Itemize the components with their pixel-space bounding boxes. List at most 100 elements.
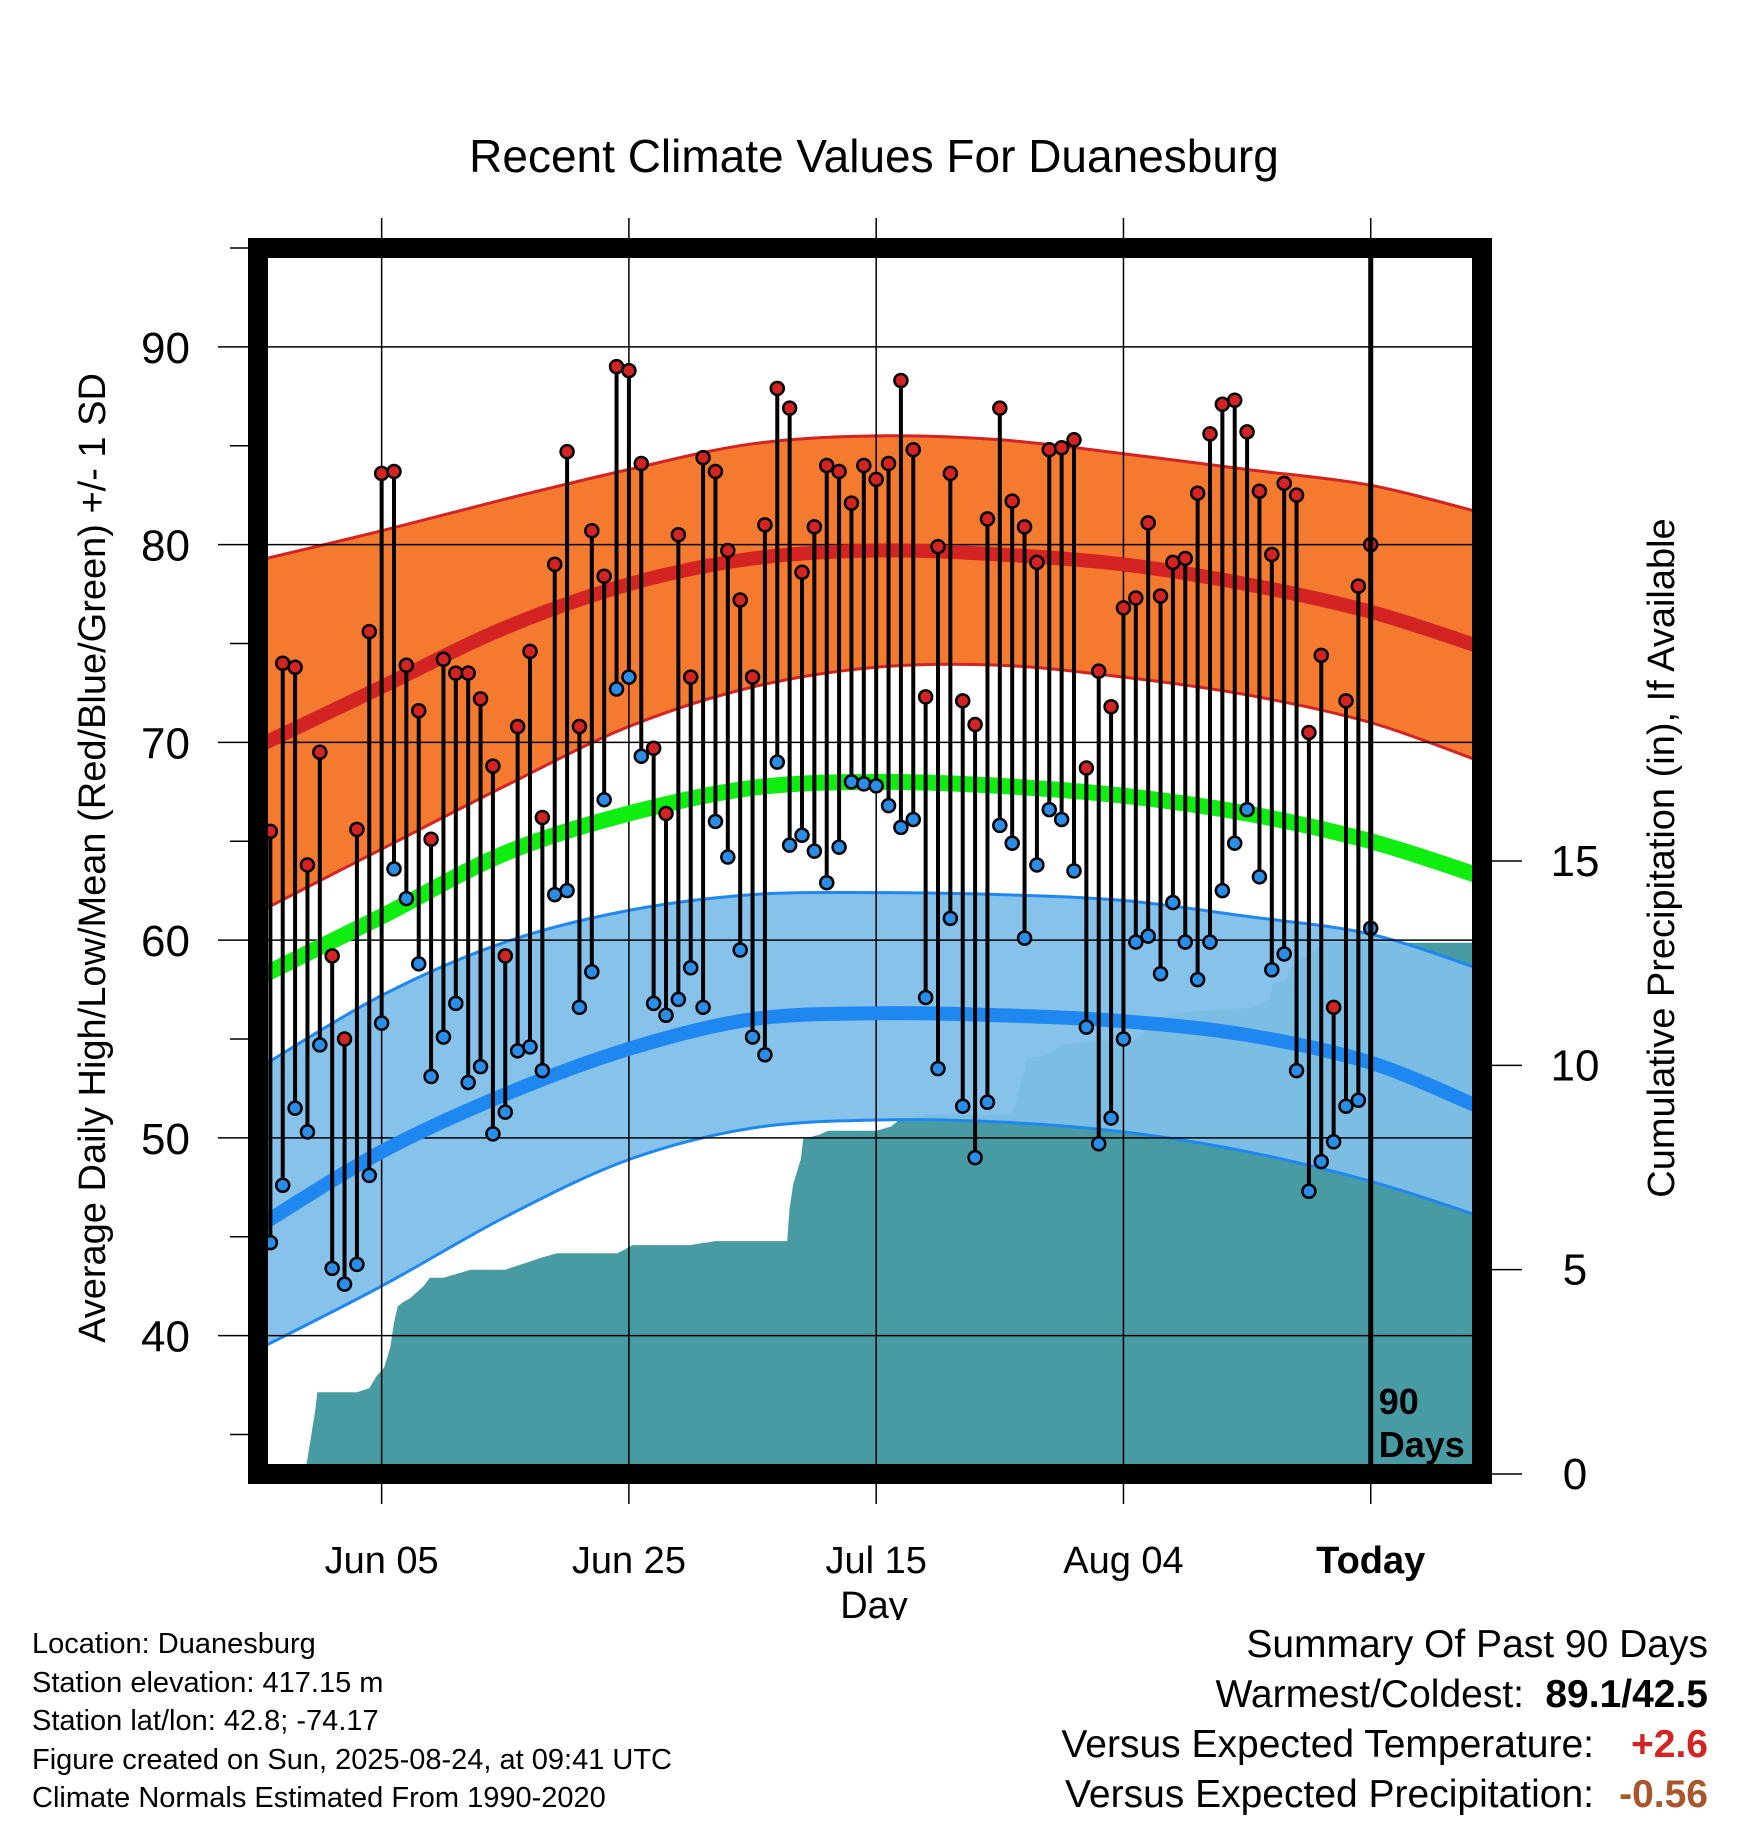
daily-high-point <box>794 564 810 581</box>
daily-low-point <box>546 886 563 903</box>
daily-low-point <box>386 861 402 877</box>
daily-low-point <box>1350 1092 1367 1109</box>
daily-high-point <box>349 821 365 838</box>
daily-high-point <box>781 400 798 416</box>
y-axis-label-right: Cumulative Precipitation (in), If Availa… <box>1641 518 1683 1197</box>
plot-frame <box>248 238 1492 1484</box>
daily-high-point <box>1276 475 1292 492</box>
created-text: Figure created on Sun, 2025-08-24, at 09… <box>32 1743 672 1776</box>
daily-low-point <box>992 817 1008 834</box>
daily-high-point <box>1202 426 1218 442</box>
daily-low-point <box>435 1029 452 1045</box>
daily-low-point <box>448 995 464 1012</box>
daily-low-point <box>1214 882 1231 899</box>
daily-low-point <box>1239 801 1255 818</box>
daily-low-point <box>658 1007 674 1023</box>
daily-low-point <box>1288 1062 1305 1079</box>
daily-low-point <box>509 1043 526 1059</box>
daily-low-point <box>349 1256 365 1273</box>
daily-high-point <box>497 948 514 964</box>
daily-high-point <box>1066 432 1082 448</box>
today-annotation-line1: 90 <box>1379 1381 1419 1422</box>
daily-high-point <box>1288 487 1305 503</box>
y2-tick-label: 5 <box>1563 1246 1587 1295</box>
daily-low-point <box>299 1124 316 1140</box>
daily-high-point <box>880 455 897 472</box>
daily-low-point <box>831 839 847 855</box>
daily-low-point <box>1226 835 1243 851</box>
climate-chart: Recent Climate Values For Duanesburg 90D… <box>72 130 1683 1620</box>
daily-high-point <box>967 716 983 733</box>
daily-low-point <box>1029 857 1045 873</box>
daily-low-point <box>312 1037 328 1053</box>
daily-high-point <box>695 449 711 466</box>
daily-high-point <box>942 465 959 482</box>
daily-high-point <box>1090 663 1107 679</box>
daily-low-point <box>584 963 600 980</box>
daily-low-point <box>732 942 748 958</box>
daily-high-point <box>534 809 551 826</box>
y-tick-label: 80 <box>141 522 190 571</box>
daily-low-point <box>720 849 736 865</box>
daily-high-point <box>559 443 575 460</box>
daily-high-point <box>1016 519 1033 535</box>
daily-high-point <box>930 538 946 555</box>
daily-low-point <box>1004 835 1020 851</box>
daily-high-point <box>818 457 835 474</box>
daily-low-point <box>930 1060 946 1077</box>
daily-high-point <box>546 556 563 573</box>
daily-high-point <box>720 542 736 559</box>
daily-low-point <box>596 791 612 808</box>
daily-high-point <box>856 457 872 474</box>
daily-high-point <box>509 718 526 735</box>
daily-high-point <box>645 740 662 757</box>
daily-low-point <box>769 754 786 770</box>
low-sd-band <box>258 892 1482 1350</box>
daily-low-point <box>1202 934 1218 950</box>
daily-high-point <box>954 693 971 709</box>
daily-low-point <box>534 1062 551 1079</box>
daily-high-point <box>1128 590 1144 606</box>
daily-low-point <box>942 910 959 927</box>
daily-low-point <box>1189 971 1206 988</box>
daily-low-point <box>1016 930 1033 946</box>
summary-heading: Summary Of Past 90 Days <box>1246 1623 1708 1666</box>
daily-high-point <box>448 665 464 681</box>
daily-high-point <box>806 519 823 535</box>
y-tick-label: 50 <box>141 1115 190 1164</box>
daily-low-point <box>1338 1098 1354 1114</box>
x-tick-label: Jun 25 <box>572 1540 686 1582</box>
daily-high-point <box>361 623 378 640</box>
daily-high-point <box>1251 483 1268 499</box>
daily-high-point <box>608 358 625 375</box>
daily-high-point <box>621 362 637 379</box>
daily-low-point <box>1177 934 1194 950</box>
daily-high-point <box>1103 699 1119 715</box>
daily-high-point <box>1152 588 1169 604</box>
daily-low-point <box>757 1047 773 1063</box>
precip-value: -0.56 <box>1619 1773 1708 1816</box>
series-normal-low <box>258 1006 1482 1233</box>
daily-low-point <box>633 748 650 764</box>
daily-low-point <box>608 681 625 697</box>
daily-high-point <box>633 455 650 472</box>
high-sd-band <box>258 435 1482 913</box>
daily-low-point <box>1115 1031 1132 1047</box>
daily-high-point <box>287 659 303 675</box>
normals-text: Climate Normals Estimated From 1990-2020 <box>32 1782 606 1814</box>
daily-low-point <box>1128 934 1144 950</box>
temp-label: Versus Expected Temperature: <box>1061 1723 1594 1766</box>
x-tick-label: Today <box>1316 1540 1425 1582</box>
summary-temp: Versus Expected Temperature: +2.6 <box>1061 1720 1708 1770</box>
daily-low-point <box>1301 1183 1317 1199</box>
daily-high-point <box>584 523 600 539</box>
daily-high-point <box>472 691 489 707</box>
daily-low-point <box>645 995 662 1012</box>
warm-cold-value: 89.1/42.5 <box>1545 1673 1708 1716</box>
daily-low-point <box>1090 1136 1107 1152</box>
daily-high-point <box>336 1031 353 1047</box>
daily-high-point <box>423 831 439 847</box>
daily-high-point <box>460 665 476 681</box>
